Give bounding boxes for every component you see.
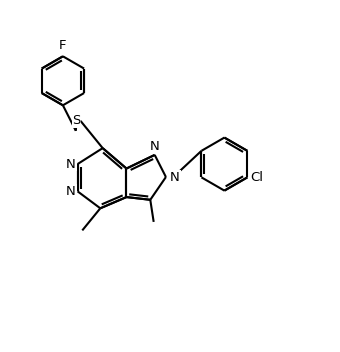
Text: N: N — [66, 185, 76, 198]
Text: N: N — [170, 170, 180, 183]
Text: N: N — [150, 140, 159, 153]
Text: S: S — [72, 114, 81, 127]
Text: F: F — [59, 39, 67, 52]
Text: Cl: Cl — [250, 171, 263, 184]
Text: N: N — [66, 158, 76, 171]
